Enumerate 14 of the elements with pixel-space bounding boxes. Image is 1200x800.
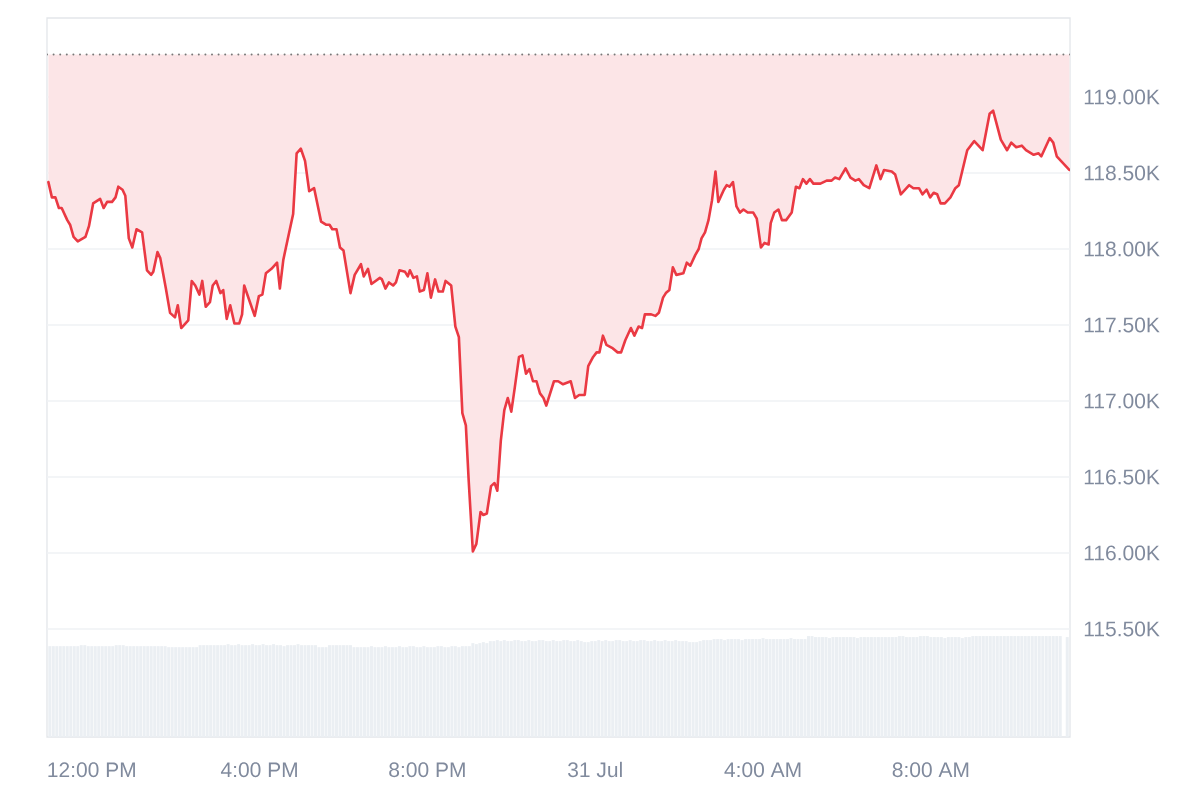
x-tick-label: 4:00 AM [724,762,801,778]
y-tick-label: 116.00K [1084,545,1160,561]
y-tick-label: 117.50K [1084,317,1160,333]
y-tick-label: 116.50K [1084,469,1160,485]
y-tick-label: 118.50K [1084,165,1160,181]
y-tick-label: 119.00K [1084,89,1160,105]
x-tick-label: 8:00 AM [892,762,969,778]
x-tick-label: 12:00 PM [48,762,135,778]
y-tick-label: 115.50K [1084,621,1160,637]
y-tick-label: 118.00K [1084,241,1160,257]
x-tick-label: 4:00 PM [220,762,297,778]
x-tick-label: 8:00 PM [389,762,465,778]
x-tick-label: 31 Jul [568,761,622,778]
y-tick-label: 117.00K [1084,393,1160,409]
